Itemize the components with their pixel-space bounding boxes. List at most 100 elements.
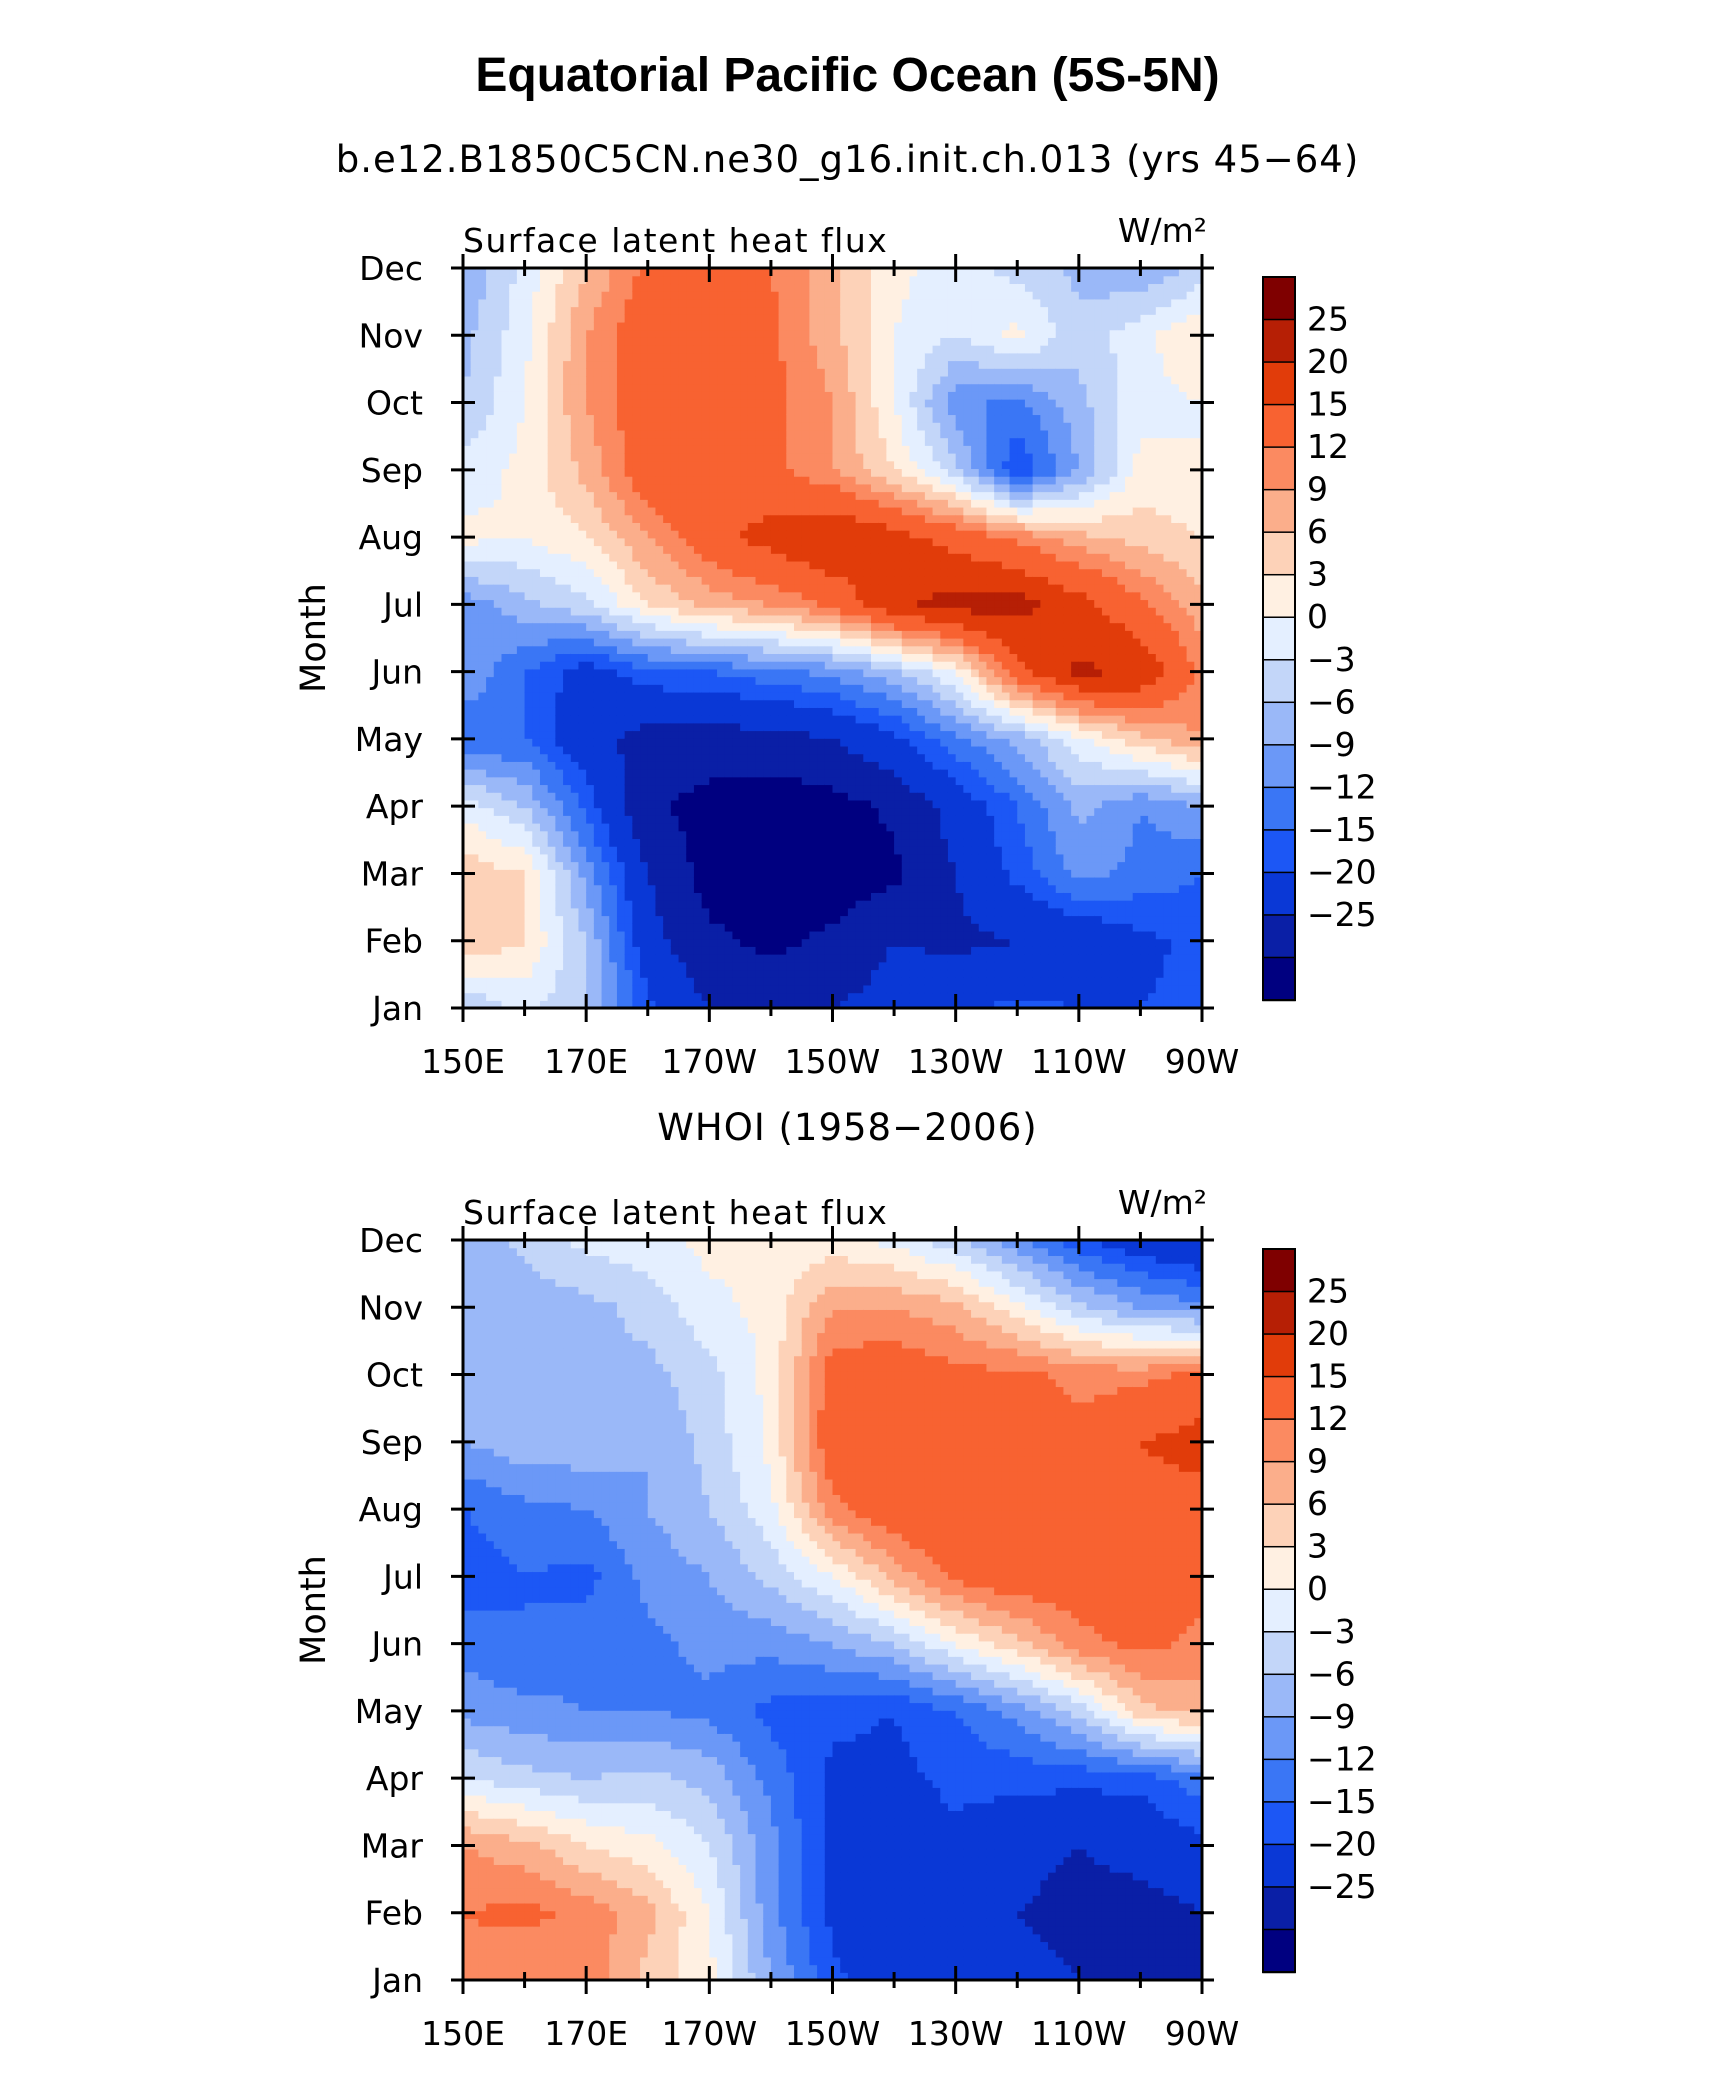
heatmap-cell bbox=[463, 992, 472, 1001]
heatmap-cell bbox=[555, 738, 564, 747]
heatmap-cell bbox=[547, 907, 556, 917]
heatmap-cell bbox=[632, 460, 641, 470]
heatmap-cell bbox=[755, 900, 764, 909]
heatmap-cell bbox=[693, 437, 703, 446]
heatmap-cell bbox=[824, 946, 834, 955]
heatmap-cell bbox=[847, 715, 857, 724]
heatmap-cell bbox=[547, 946, 556, 955]
heatmap-cell bbox=[478, 298, 487, 308]
heatmap-cell bbox=[578, 568, 587, 577]
heatmap-cell bbox=[501, 530, 510, 539]
heatmap-cell bbox=[724, 668, 734, 678]
heatmap-cell bbox=[778, 823, 787, 832]
heatmap-cell bbox=[663, 383, 672, 392]
heatmap-cell bbox=[640, 622, 649, 631]
heatmap-cell bbox=[586, 368, 595, 377]
heatmap-cell bbox=[601, 476, 610, 485]
heatmap-cell bbox=[670, 560, 680, 570]
heatmap-cell bbox=[832, 668, 841, 678]
heatmap-cell bbox=[678, 375, 687, 385]
heatmap-cell bbox=[463, 699, 472, 708]
heatmap-cell bbox=[763, 900, 772, 909]
heatmap-cell bbox=[763, 838, 772, 847]
heatmap-cell bbox=[855, 722, 864, 732]
heatmap-cell bbox=[678, 445, 687, 454]
heatmap-cell bbox=[786, 422, 795, 431]
heatmap-cell bbox=[563, 630, 572, 639]
heatmap-cell bbox=[770, 830, 780, 840]
heatmap-cell bbox=[755, 823, 764, 832]
heatmap-cell bbox=[794, 730, 803, 739]
heatmap-cell bbox=[670, 846, 680, 855]
heatmap-cell bbox=[601, 499, 610, 508]
heatmap-cell bbox=[809, 1000, 818, 1009]
heatmap-cell bbox=[686, 715, 695, 724]
heatmap-cell bbox=[709, 815, 718, 824]
heatmap-cell bbox=[770, 730, 780, 739]
heatmap-cell bbox=[470, 915, 479, 924]
heatmap-cell bbox=[801, 761, 811, 770]
heatmap-cell bbox=[539, 969, 549, 978]
heatmap-cell bbox=[624, 329, 633, 338]
heatmap-cell bbox=[647, 553, 657, 562]
heatmap-cell bbox=[855, 607, 864, 616]
heatmap-cell bbox=[509, 815, 518, 824]
heatmap-cell bbox=[747, 684, 757, 693]
heatmap-cell bbox=[732, 576, 741, 585]
heatmap-cell bbox=[632, 591, 641, 601]
heatmap-cell bbox=[709, 537, 718, 547]
heatmap-cell bbox=[555, 506, 564, 516]
heatmap-cell bbox=[578, 915, 587, 924]
heatmap-cell bbox=[655, 676, 664, 685]
heatmap-cell bbox=[624, 453, 633, 462]
heatmap-cell bbox=[501, 938, 510, 947]
heatmap-cell bbox=[832, 545, 841, 554]
heatmap-cell bbox=[539, 560, 549, 570]
heatmap-cell bbox=[601, 853, 610, 863]
heatmap-cell bbox=[609, 969, 618, 978]
heatmap-cell bbox=[817, 869, 826, 878]
heatmap-cell bbox=[493, 799, 503, 809]
heatmap-cell bbox=[824, 614, 834, 624]
heatmap-cell bbox=[709, 576, 718, 585]
heatmap-cell bbox=[570, 969, 580, 978]
heatmap-cell bbox=[555, 591, 564, 601]
heatmap-cell bbox=[532, 984, 541, 994]
heatmap-cell bbox=[655, 668, 664, 678]
heatmap-cell bbox=[609, 761, 618, 770]
heatmap-cell bbox=[763, 638, 772, 647]
heatmap-cell bbox=[486, 422, 495, 431]
heatmap-cell bbox=[493, 522, 503, 531]
heatmap-cell bbox=[563, 923, 572, 932]
heatmap-cell bbox=[670, 298, 680, 308]
heatmap-cell bbox=[547, 861, 556, 870]
heatmap-cell bbox=[570, 291, 580, 300]
heatmap-cell bbox=[663, 321, 672, 331]
heatmap-cell bbox=[555, 861, 564, 870]
heatmap-cell bbox=[632, 483, 641, 493]
heatmap-cell bbox=[570, 268, 580, 277]
heatmap-cell bbox=[524, 638, 533, 647]
heatmap-cell bbox=[601, 838, 610, 847]
heatmap-cell bbox=[593, 769, 603, 778]
heatmap-cell bbox=[509, 437, 518, 446]
heatmap-cell bbox=[586, 730, 595, 739]
heatmap-cell bbox=[832, 599, 841, 608]
heatmap-cell bbox=[486, 383, 495, 392]
heatmap-cell bbox=[470, 445, 479, 454]
heatmap-cell bbox=[670, 838, 680, 847]
heatmap-cell bbox=[794, 769, 803, 778]
heatmap-cell bbox=[817, 907, 826, 917]
heatmap-cell bbox=[509, 807, 518, 816]
heatmap-cell bbox=[493, 977, 503, 986]
heatmap-cell bbox=[686, 684, 695, 693]
heatmap-cell bbox=[593, 661, 603, 670]
heatmap-cell bbox=[817, 514, 826, 523]
heatmap-cell bbox=[747, 283, 757, 292]
heatmap-cell bbox=[740, 830, 749, 840]
heatmap-cell bbox=[632, 630, 641, 639]
heatmap-cell bbox=[563, 799, 572, 809]
heatmap-cell bbox=[647, 268, 657, 277]
heatmap-cell bbox=[640, 429, 649, 439]
heatmap-cell bbox=[509, 792, 518, 801]
